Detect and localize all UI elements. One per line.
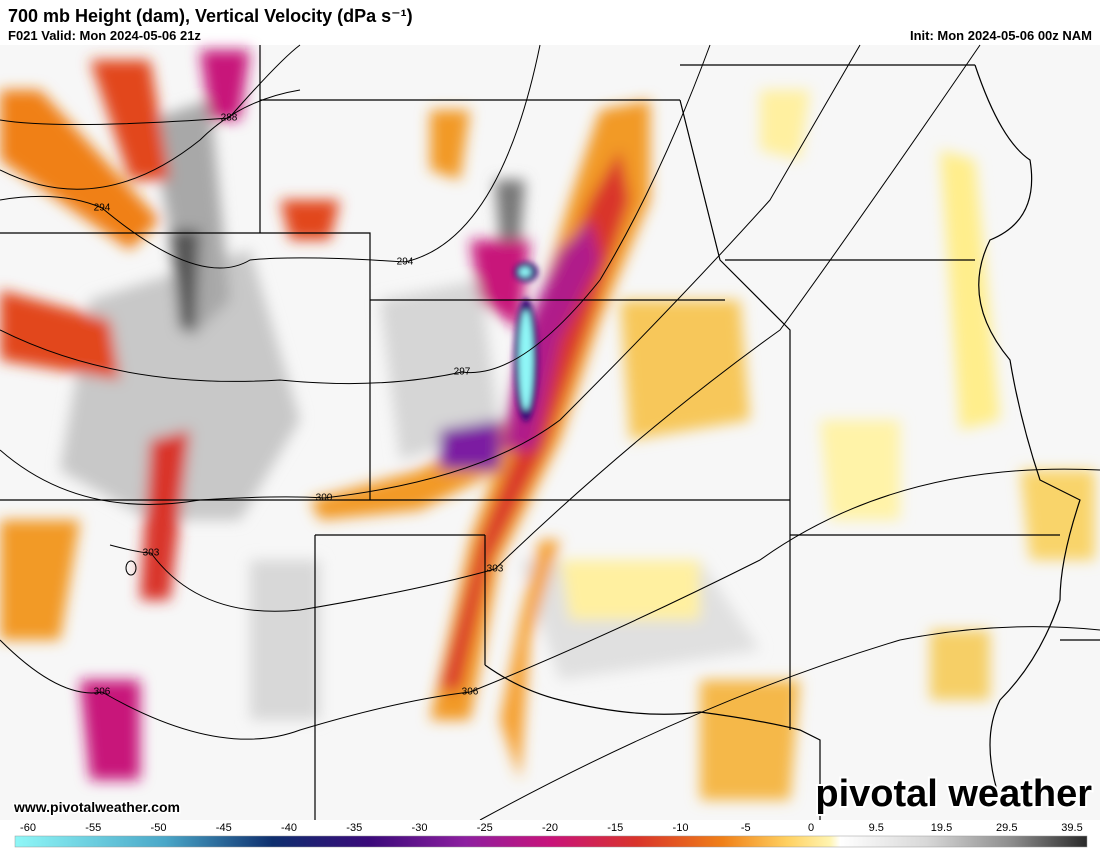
height-contours — [0, 44, 1100, 821]
contour-label: 303 — [487, 564, 504, 575]
colorbar-tick-label: -60 — [20, 822, 36, 834]
contour-label: 306 — [462, 687, 479, 698]
title: 700 mb Height (dam), Vertical Velocity (… — [8, 6, 413, 26]
max-lift — [514, 262, 538, 422]
contour-labels: 288 294 294 297 300 303 303 306 306 — [94, 113, 504, 698]
map: 288 294 294 297 300 303 303 306 306 www.… — [0, 44, 1100, 821]
website: www.pivotalweather.com — [13, 799, 180, 815]
logo: pivotal weather — [815, 773, 1092, 815]
colorbar-tick-label: -25 — [477, 822, 493, 834]
colorbar-tick-label: 19.5 — [931, 822, 952, 834]
velocity-field — [0, 50, 1095, 800]
contour-label: 294 — [94, 203, 111, 214]
colorbar-tick-label: -30 — [412, 822, 428, 834]
colorbar-tick-label: -15 — [607, 822, 623, 834]
valid-time: F021 Valid: Mon 2024-05-06 21z — [8, 28, 201, 43]
contour-label: 288 — [221, 113, 238, 124]
colorbar-tick-label: -5 — [741, 822, 751, 834]
contour-label: 303 — [143, 548, 160, 559]
colorbar-tick-label: -50 — [151, 822, 167, 834]
state-borders — [0, 45, 1100, 820]
colorbar — [14, 835, 1088, 848]
colorbar-tick-label: -40 — [281, 822, 297, 834]
contour-label: 297 — [454, 367, 471, 378]
colorbar-tick-label: 39.5 — [1061, 822, 1082, 834]
colorbar-tick-label: -10 — [673, 822, 689, 834]
colorbar-tick-label: -35 — [346, 822, 362, 834]
contour-label: 300 — [316, 493, 333, 504]
colorbar-tick-label: -20 — [542, 822, 558, 834]
contour-label: 294 — [397, 257, 414, 268]
colorbar-tick-label: 9.5 — [869, 822, 884, 834]
colorbar-ticks: -60 -55 -50 -45 -40 -35 -30 -25 -20 -15 -10 -5 0 9.5 1… — [20, 822, 1083, 834]
colorbar-tick-label: 29.5 — [996, 822, 1017, 834]
header-bg — [0, 0, 1100, 45]
colorbar-tick-label: -45 — [216, 822, 232, 834]
contour-label: 306 — [94, 687, 111, 698]
init-time: Init: Mon 2024-05-06 00z NAM — [910, 28, 1092, 43]
colorbar-tick-label: -55 — [85, 822, 101, 834]
colorbar-tick-label: 0 — [808, 822, 814, 834]
